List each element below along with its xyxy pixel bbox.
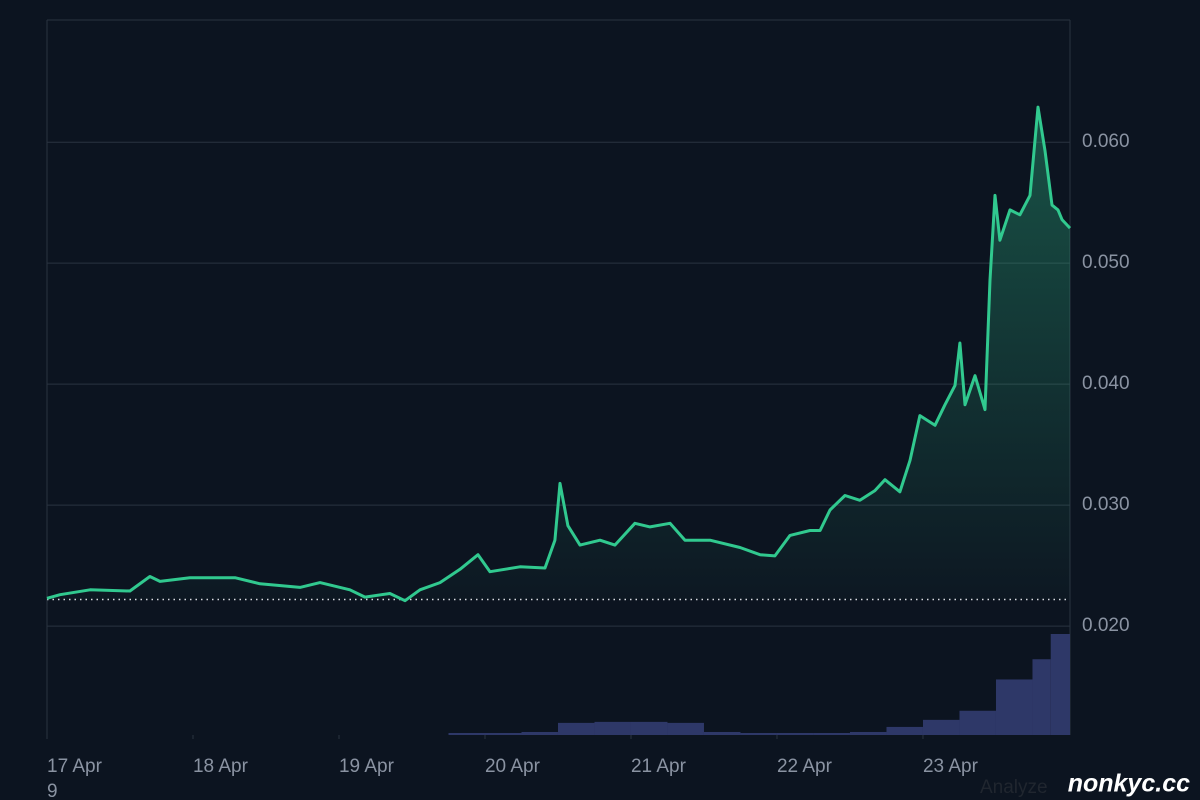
x-tick-label: 23 Apr [923, 756, 979, 777]
volume-bar [1032, 659, 1051, 735]
volume-bar [922, 719, 960, 735]
volume-bar [740, 732, 777, 735]
volume-bar [667, 722, 704, 735]
volume-bar [484, 732, 522, 735]
volume-bar [594, 721, 631, 735]
volume-bar [630, 721, 668, 735]
plot: 0.020 0.030 0.040 0.050 0.060 17 Apr 18 Apr 19 … [46, 19, 1130, 777]
volume-bar [448, 732, 485, 735]
x-tick-label: 22 Apr [777, 756, 833, 777]
x-tick-label: 21 Apr [631, 756, 687, 777]
x-tick-label: 18 Apr [193, 756, 249, 777]
annotation: 9 [47, 781, 58, 800]
watermark: nonkyc.cc [1068, 770, 1190, 798]
y-tick-label: 0.060 [1082, 131, 1130, 152]
volume-bar [995, 679, 1033, 735]
volume-bar [959, 710, 996, 735]
price-line [46, 105, 1072, 603]
volume-bar [813, 732, 850, 735]
y-tick-label: 0.050 [1082, 252, 1130, 273]
volume-bar [703, 731, 741, 735]
volume-bar [849, 731, 887, 735]
y-tick-label: 0.020 [1082, 615, 1130, 636]
y-tick-label: 0.040 [1082, 373, 1130, 394]
volume-bar [557, 722, 595, 735]
y-tick-label: 0.030 [1082, 494, 1130, 515]
x-tick-label: 19 Apr [339, 756, 395, 777]
x-tick-label: 20 Apr [485, 756, 541, 777]
annotation: Analyze [980, 777, 1048, 798]
volume-bar [776, 732, 814, 735]
x-tick-label: 17 Apr [47, 756, 103, 777]
volume-bar [886, 726, 923, 735]
volume-bar [1050, 634, 1070, 735]
volume-bar [521, 731, 558, 735]
